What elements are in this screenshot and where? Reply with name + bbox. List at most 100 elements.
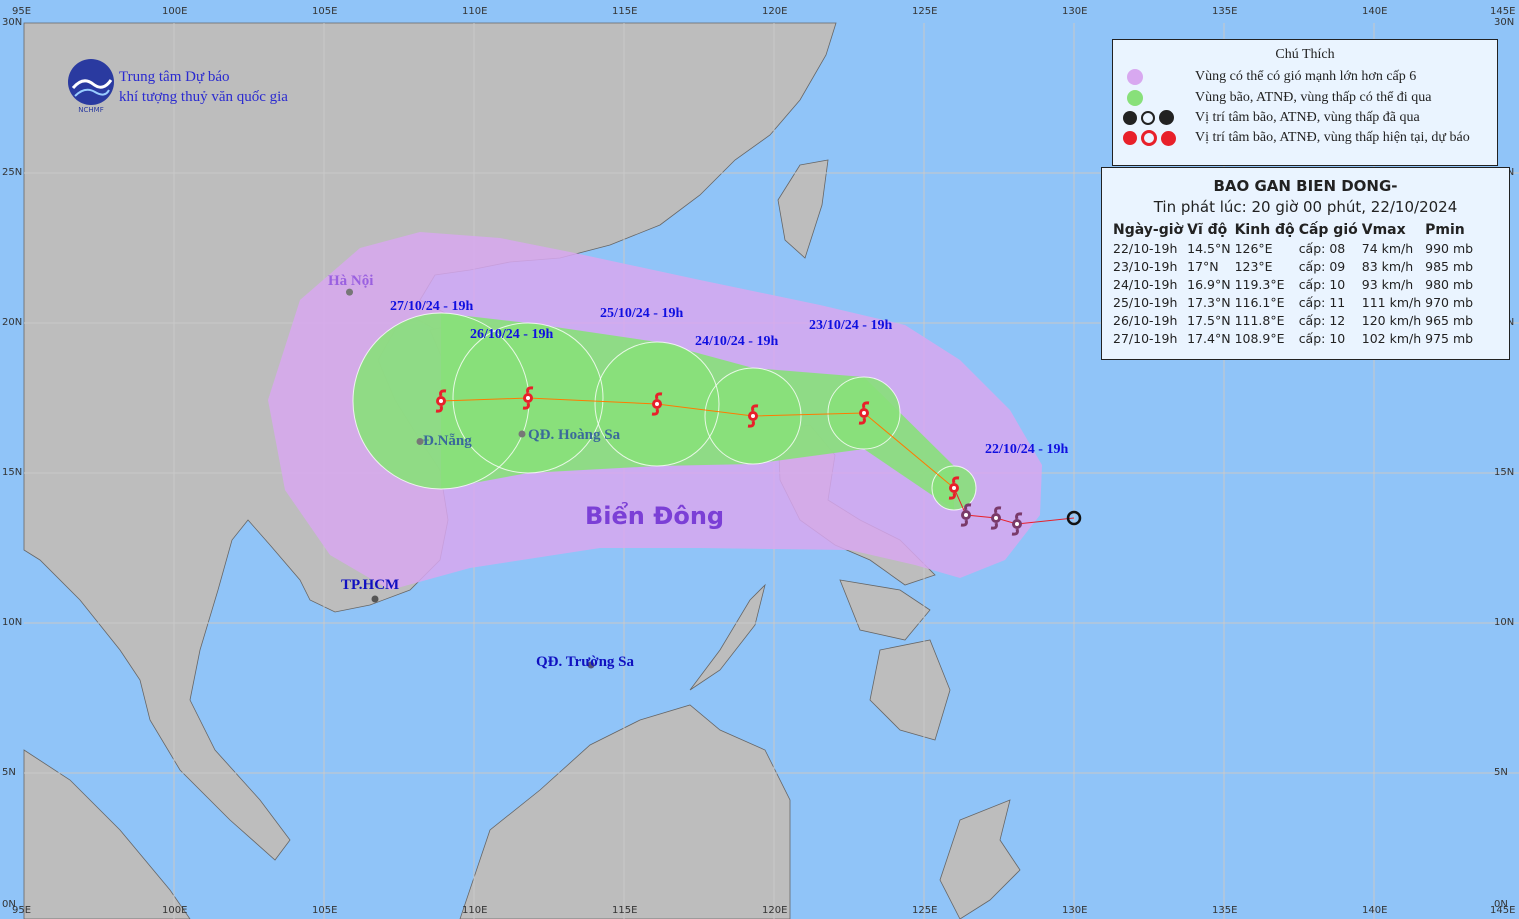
table-cell: cấp: 12 (1298, 313, 1346, 328)
lat-tick-left: 20N (2, 317, 23, 328)
lon-tick-bottom: 125E (912, 905, 938, 916)
legend-label: Vùng bão, ATNĐ, vùng thấp có thể đi qua (1195, 90, 1432, 105)
palawan-island (689, 583, 766, 691)
logo-icon: NCHMF (68, 59, 114, 114)
column-header: Vmax (1361, 222, 1406, 238)
lat-tick-right: 10N (1494, 617, 1515, 628)
city-marker (371, 595, 379, 603)
table-cell: 126°E (1234, 241, 1273, 256)
lon-tick-top: 115E (612, 6, 638, 17)
table-row: 27/10-19h 17.4°N 108.9°E cấp: 10 102 km/h 975… (1113, 330, 1477, 348)
forecast-depression-icon (1141, 130, 1157, 146)
lat-tick-left: 0N (2, 899, 16, 910)
table-cell: 17.4°N (1187, 331, 1231, 346)
sea-label: Biển Đông (585, 502, 725, 530)
city-marker (518, 430, 526, 438)
table-cell: 965 mb (1425, 313, 1474, 328)
legend-title: Chú Thích (1275, 47, 1335, 62)
lon-tick-bottom: 135E (1212, 905, 1238, 916)
table-cell: 111.8°E (1234, 313, 1285, 328)
org-line-1: Trung tâm Dự báo (119, 69, 230, 85)
lon-tick-top: 120E (762, 6, 788, 17)
table-row: 26/10-19h 17.5°N 111.8°E cấp: 12 120 km/h 965… (1113, 312, 1477, 330)
lon-tick-bottom: 140E (1362, 905, 1388, 916)
forecast-storm-icon (435, 389, 447, 413)
table-cell: 14.5°N (1187, 241, 1231, 256)
issued-time: Tin phát lúc: 20 giờ 00 phút, 22/10/2024 (1153, 198, 1458, 216)
svg-text:NCHMF: NCHMF (78, 106, 103, 114)
forecast-storm-icon (858, 401, 870, 425)
lon-tick-bottom: 100E (162, 905, 188, 916)
past-storm-icon (1123, 110, 1137, 125)
forecast-storm-icon (651, 392, 663, 416)
table-cell: 17.3°N (1187, 295, 1231, 310)
lat-tick-left: 5N (2, 767, 16, 778)
date-label: 25/10/24 - 19h (600, 306, 684, 321)
table-cell: 16.9°N (1187, 277, 1231, 292)
table-cell: cấp: 10 (1298, 331, 1346, 346)
legend-item: Vùng có thể có gió mạnh lớn hơn cấp 6 (1123, 69, 1493, 87)
org-line-2: khí tượng thuỷ văn quốc gia (119, 89, 288, 105)
date-label: 24/10/24 - 19h (695, 334, 779, 349)
city-danang: Đ.Nẵng (423, 433, 472, 449)
legend: Chú Thích Vùng có thể có gió mạnh lớn hơ… (1112, 39, 1498, 166)
past-low-icon (1159, 110, 1174, 125)
lon-tick-bottom: 115E (612, 905, 638, 916)
column-header: Cấp gió (1298, 222, 1358, 238)
lat-tick-right: 5N (1494, 767, 1508, 778)
legend-item: Vị trí tâm bão, ATNĐ, vùng thấp đã qua (1123, 110, 1493, 128)
table-cell: 17°N (1187, 259, 1219, 274)
taiwan-island (777, 159, 829, 259)
islands-hoangsa: QĐ. Hoàng Sa (528, 427, 621, 443)
table-cell: cấp: 10 (1298, 277, 1346, 292)
lon-tick-top: 110E (462, 6, 488, 17)
past-storm-icon (990, 506, 1002, 530)
table-row: 22/10-19h 14.5°N 126°E cấp: 08 74 km/h 990 mb (1113, 240, 1477, 258)
islands-truongsa: QĐ. Trường Sa (536, 654, 635, 670)
table-cell: 120 km/h (1361, 313, 1422, 328)
table-cell: 22/10-19h (1113, 241, 1178, 256)
lat-tick-right: 30N (1494, 17, 1515, 28)
legend-label: Vị trí tâm bão, ATNĐ, vùng thấp hiện tại… (1195, 130, 1470, 145)
forecast-storm-icon (948, 476, 960, 500)
table-row: 25/10-19h 17.3°N 116.1°E cấp: 11 111 km/h 970… (1113, 294, 1477, 312)
past-depression-icon (1066, 510, 1082, 526)
forecast-track-line (440, 397, 955, 489)
legend-item: Vị trí tâm bão, ATNĐ, vùng thấp hiện tại… (1123, 130, 1493, 148)
table-cell: 116.1°E (1234, 295, 1285, 310)
table-cell: 102 km/h (1361, 331, 1422, 346)
lon-tick-bottom: 120E (762, 905, 788, 916)
city-marker (346, 288, 353, 296)
lon-tick-top: 130E (1062, 6, 1088, 17)
city-hanoi: Hà Nội (328, 273, 374, 289)
table-cell: 24/10-19h (1113, 277, 1178, 292)
legend-label: Vùng có thể có gió mạnh lớn hơn cấp 6 (1195, 69, 1417, 84)
org-name: Trung tâm Dự báo khí tượng thuỷ văn quốc… (119, 67, 288, 107)
storm-track (346, 288, 1082, 669)
forecast-storm-icon (1123, 131, 1137, 145)
date-label: 27/10/24 - 19h (390, 299, 474, 314)
forecast-low-icon (1161, 130, 1176, 146)
storm-name: BAO GAN BIEN DONG- (1213, 177, 1398, 195)
city-marker (587, 661, 595, 669)
uncertainty-circle (827, 376, 901, 450)
past-depression-icon (1141, 110, 1155, 125)
table-cell: 108.9°E (1234, 331, 1285, 346)
lon-tick-bottom: 105E (312, 905, 338, 916)
column-header: Ngày-giờ (1113, 222, 1184, 238)
visayas-islands (839, 579, 931, 641)
uncertainty-circle (931, 465, 977, 511)
column-header: Kinh độ (1234, 222, 1295, 238)
uncertainty-circle (452, 322, 604, 474)
past-storm-icon (960, 503, 972, 527)
sumatra-island (23, 749, 191, 919)
lon-tick-bottom: 145E (1490, 905, 1516, 916)
uncertainty-circle (704, 367, 802, 465)
table-cell: cấp: 09 (1298, 259, 1346, 274)
lon-tick-bottom: 95E (12, 905, 32, 916)
forecast-table: Ngày-giờ Vĩ độ Kinh độ Cấp gió Vmax Pmin 22/1… (1113, 222, 1477, 348)
purple-circle-icon (1127, 69, 1143, 85)
table-cell: 119.3°E (1234, 277, 1285, 292)
table-cell: 123°E (1234, 259, 1273, 274)
table-cell: 27/10-19h (1113, 331, 1178, 346)
